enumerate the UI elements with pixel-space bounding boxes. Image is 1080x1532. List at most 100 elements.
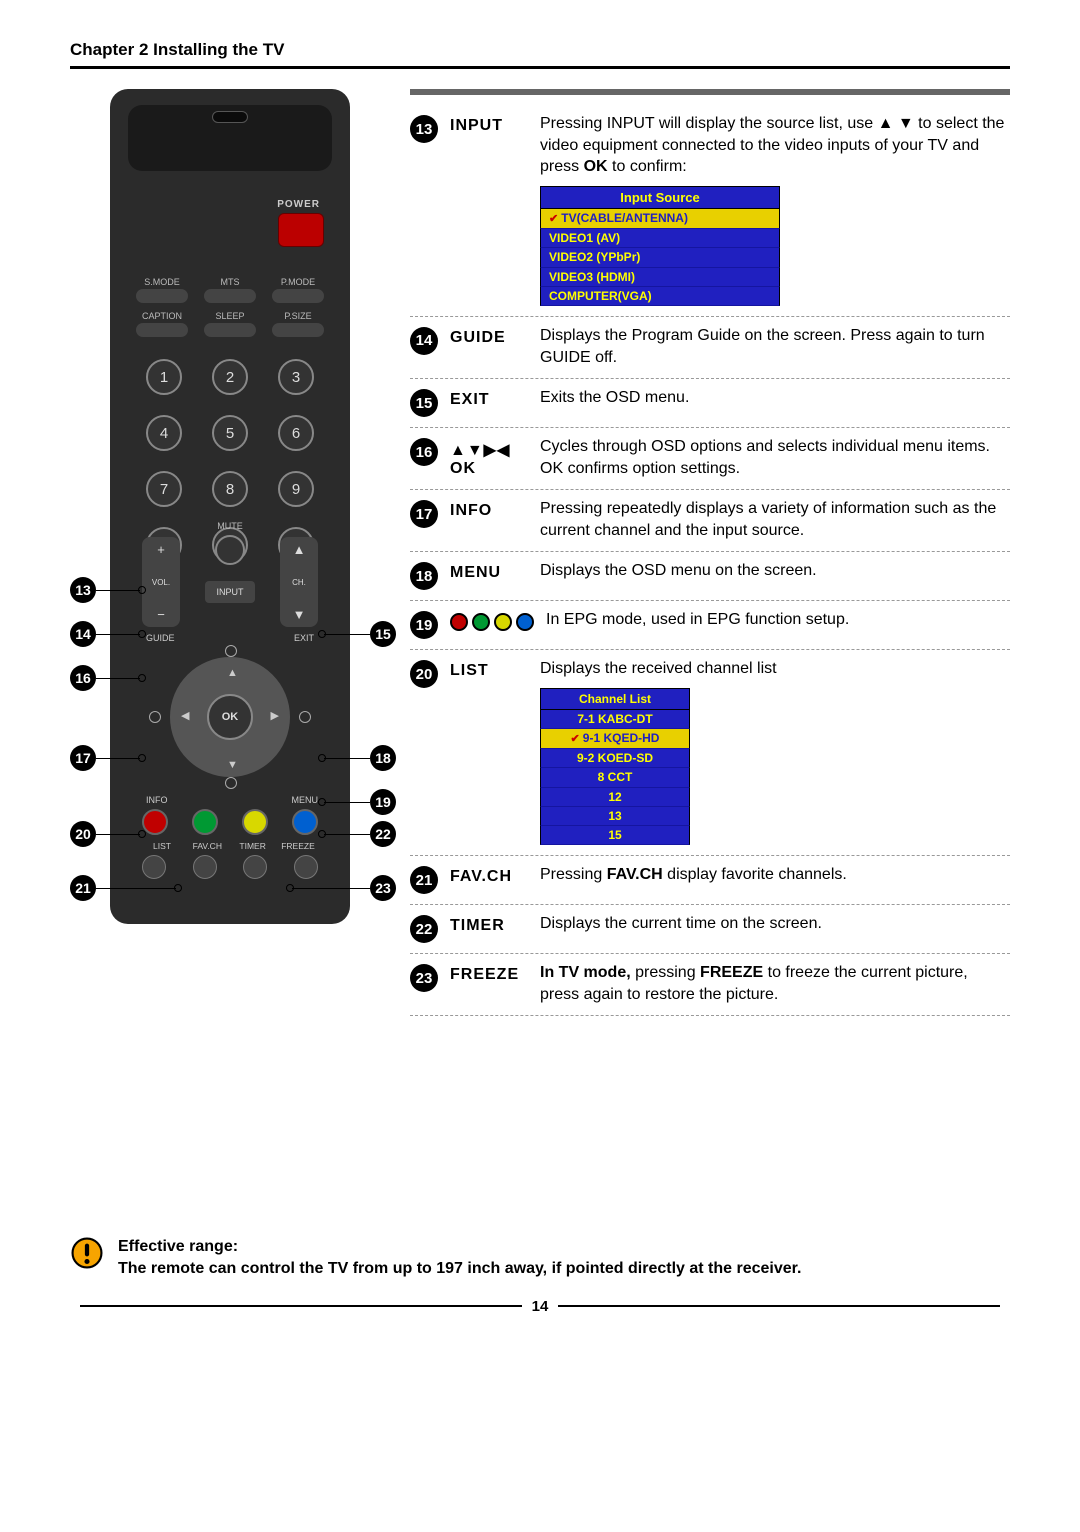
num-14: 14 — [410, 327, 438, 355]
num-1[interactable]: 1 — [146, 359, 182, 395]
callout-14: 14 — [70, 621, 96, 647]
input-button[interactable]: INPUT — [205, 581, 255, 603]
num-20: 20 — [410, 660, 438, 688]
text-input: Pressing INPUT will display the source l… — [540, 113, 1010, 306]
text-colors: In EPG mode, used in EPG function setup. — [546, 609, 1010, 631]
input-source-osd: Input Source TV(CABLE/ANTENNA) VIDEO1 (A… — [540, 186, 780, 306]
num-15: 15 — [410, 389, 438, 417]
num-18: 18 — [410, 562, 438, 590]
exit-label: EXIT — [294, 633, 314, 643]
list-button[interactable] — [142, 855, 166, 879]
callout-15: 15 — [370, 621, 396, 647]
dot-red-icon — [450, 613, 468, 631]
num-16: 16 — [410, 438, 438, 466]
note-body: The remote can control the TV from up to… — [118, 1260, 801, 1277]
dpad: OK ▲ ▼ ◀ ▶ — [145, 647, 315, 787]
callout-18: 18 — [370, 745, 396, 771]
label-list: LIST — [450, 658, 528, 680]
label-arrows: ▲▼▶◀OK — [450, 436, 528, 478]
desc-13: 13 INPUT Pressing INPUT will display the… — [410, 105, 1010, 317]
blue-button[interactable] — [292, 809, 318, 835]
num-9[interactable]: 9 — [278, 471, 314, 507]
main-content: POWER S.MODE MTS P.MODE CAPTION SLEEP P.… — [70, 89, 1010, 1016]
label-input: INPUT — [450, 113, 528, 135]
callout-13: 13 — [70, 577, 96, 603]
callout-21: 21 — [70, 875, 96, 901]
power-button[interactable] — [278, 213, 324, 247]
callout-20: 20 — [70, 821, 96, 847]
label-color-dots — [450, 609, 534, 631]
text-arrows: Cycles through OSD options and selects i… — [540, 436, 1010, 479]
osd-row-tv: TV(CABLE/ANTENNA) — [540, 209, 780, 229]
page-number: 14 — [532, 1298, 549, 1315]
btn-sleep[interactable] — [204, 323, 256, 337]
callout-16: 16 — [70, 665, 96, 691]
callout-22: 22 — [370, 821, 396, 847]
favch-button[interactable] — [193, 855, 217, 879]
bottom-stub[interactable] — [225, 777, 237, 789]
num-2[interactable]: 2 — [212, 359, 248, 395]
ch-label: CH. — [292, 578, 306, 587]
ok-button[interactable]: OK — [207, 694, 253, 740]
guide-stub[interactable] — [149, 711, 161, 723]
lbl-caption: CAPTION — [136, 311, 188, 321]
top-stub[interactable] — [225, 645, 237, 657]
timer-button[interactable] — [243, 855, 267, 879]
btn-mts[interactable] — [204, 289, 256, 303]
num-3[interactable]: 3 — [278, 359, 314, 395]
label-menu: MENU — [450, 560, 528, 582]
dot-yellow-icon — [494, 613, 512, 631]
num-22: 22 — [410, 915, 438, 943]
desc-17: 17 INFO Pressing repeatedly displays a v… — [410, 490, 1010, 552]
num-7[interactable]: 7 — [146, 471, 182, 507]
remote-column: POWER S.MODE MTS P.MODE CAPTION SLEEP P.… — [70, 89, 380, 1016]
small-row-1-labels: S.MODE MTS P.MODE — [136, 277, 324, 287]
text-exit: Exits the OSD menu. — [540, 387, 1010, 409]
label-info: INFO — [450, 498, 528, 520]
green-button[interactable] — [192, 809, 218, 835]
lbl-freeze: FREEZE — [278, 841, 318, 851]
note-text: Effective range: The remote can control … — [118, 1236, 801, 1279]
small-row-2-buttons — [136, 323, 324, 337]
callout-23: 23 — [370, 875, 396, 901]
osd-row-v2: VIDEO2 (YPbPr) — [540, 248, 780, 267]
num-17: 17 — [410, 500, 438, 528]
lbl-favch: FAV.CH — [187, 841, 227, 851]
chapter-heading: Chapter 2 Installing the TV — [70, 40, 1010, 64]
num-6[interactable]: 6 — [278, 415, 314, 451]
btn-caption[interactable] — [136, 323, 188, 337]
menu-label: MENU — [292, 795, 319, 805]
ir-led — [212, 111, 248, 123]
btn-psize[interactable] — [272, 323, 324, 337]
desc-16: 16 ▲▼▶◀OK Cycles through OSD options and… — [410, 428, 1010, 490]
power-label: POWER — [277, 199, 320, 210]
header-rule — [70, 66, 1010, 69]
channel-rocker[interactable]: ▲ CH. ▼ — [280, 537, 318, 627]
mute-button[interactable] — [215, 535, 245, 565]
lbl-sleep: SLEEP — [204, 311, 256, 321]
volume-rocker[interactable]: + VOL. − — [142, 537, 180, 627]
label-favch: FAV.CH — [450, 864, 528, 886]
num-8[interactable]: 8 — [212, 471, 248, 507]
lbl-mts: MTS — [204, 277, 256, 287]
label-freeze: FREEZE — [450, 962, 528, 984]
vol-label: VOL. — [152, 578, 170, 587]
dot-green-icon — [472, 613, 490, 631]
osd-row-v1: VIDEO1 (AV) — [540, 229, 780, 248]
yellow-button[interactable] — [242, 809, 268, 835]
desc-22: 22 TIMER Displays the current time on th… — [410, 905, 1010, 954]
btn-smode[interactable] — [136, 289, 188, 303]
label-guide: GUIDE — [450, 325, 528, 347]
alert-icon — [70, 1236, 104, 1270]
num-5[interactable]: 5 — [212, 415, 248, 451]
num-4[interactable]: 4 — [146, 415, 182, 451]
red-button[interactable] — [142, 809, 168, 835]
effective-range-note: Effective range: The remote can control … — [70, 1236, 1010, 1279]
btn-pmode[interactable] — [272, 289, 324, 303]
ch-row-0: 7-1 KABC-DT — [540, 710, 690, 729]
num-21: 21 — [410, 866, 438, 894]
ch-row-1: 9-1 KQED-HD — [540, 729, 690, 749]
freeze-button[interactable] — [294, 855, 318, 879]
exit-stub[interactable] — [299, 711, 311, 723]
guide-label: GUIDE — [146, 633, 175, 643]
